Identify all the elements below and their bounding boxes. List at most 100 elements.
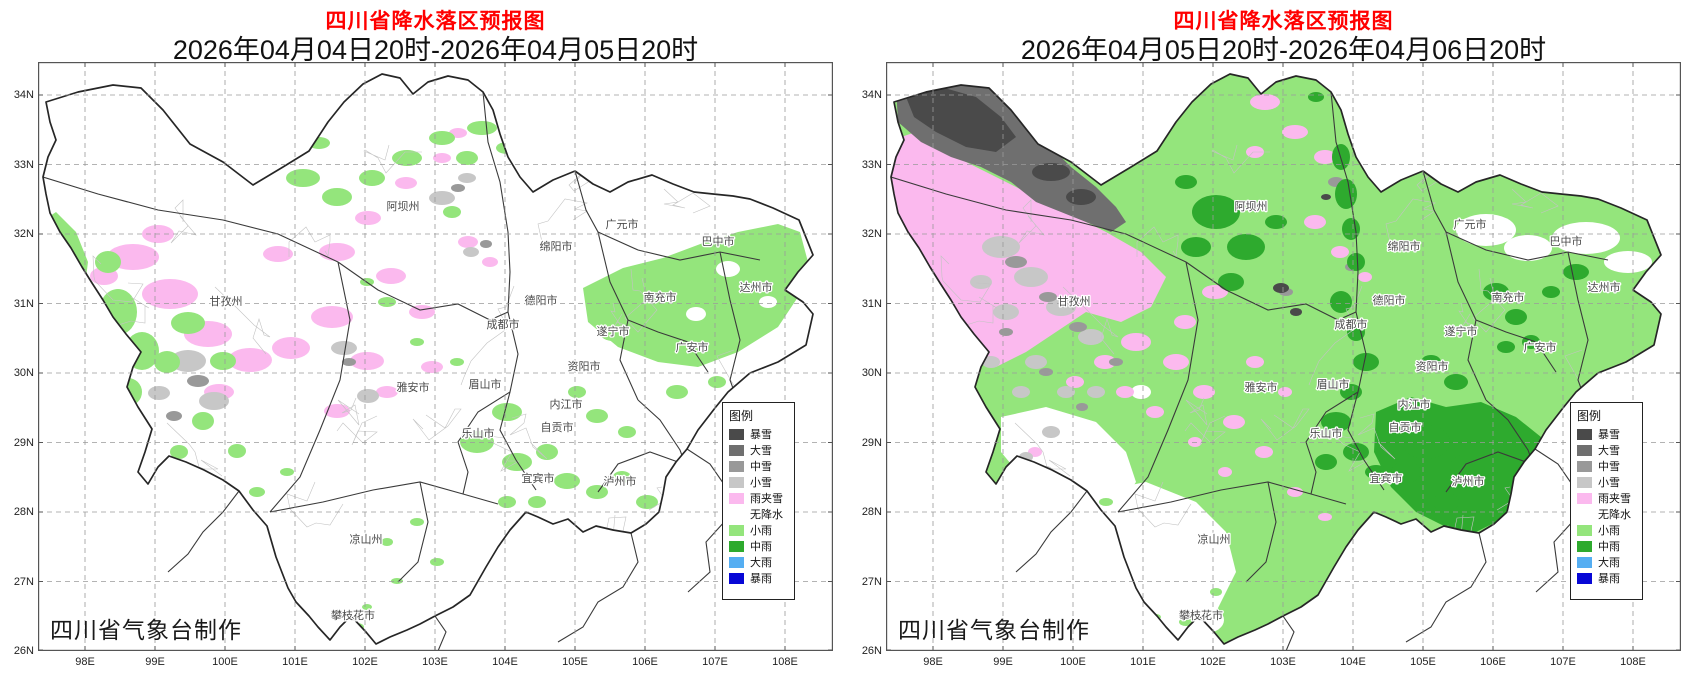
legend-label: 中雨 — [750, 541, 772, 553]
legend-item: 暴雨 — [729, 570, 794, 586]
legend-swatch — [729, 508, 744, 520]
lon-axis-label: 103E — [422, 656, 448, 668]
lon-axis-label: 101E — [282, 656, 308, 668]
lon-axis-label: 106E — [1480, 656, 1506, 668]
graticule — [886, 62, 1681, 651]
legend-items: 暴雪大雪中雪 小雪 雨夹雪无降水小雨中雨 大雨暴雨 — [729, 426, 794, 586]
lat-axis-label: 27N — [13, 575, 34, 588]
lat-axis-label: 29N — [13, 436, 34, 449]
legend-swatch — [1577, 540, 1592, 552]
legend-label: 中雪 — [750, 461, 772, 473]
city-label: 阿坝州 — [387, 199, 420, 213]
legend-label: 暴雨 — [750, 573, 772, 585]
lon-axis-label: 104E — [492, 656, 518, 668]
legend-box: 图例 暴雪大雪中雪小雪雨夹雪 无降水 小雨中雨大雨暴雨 — [1570, 402, 1643, 600]
lat-axis-label: 26N — [861, 645, 882, 657]
legend-title: 图例 — [1577, 409, 1602, 423]
lat-axis-label: 33N — [861, 158, 882, 171]
legend-swatch — [1577, 492, 1592, 504]
legend-label: 暴雪 — [750, 429, 772, 441]
legend-label: 中雨 — [1598, 541, 1620, 553]
legend-swatch — [729, 460, 744, 472]
legend-swatch — [1577, 460, 1592, 472]
city-label: 甘孜州 — [210, 294, 243, 308]
legend-label: 暴雪 — [1598, 429, 1620, 441]
lon-axis-label: 105E — [1410, 656, 1436, 668]
legend-item: 小雪 — [1577, 474, 1642, 490]
city-label: 南充市 — [644, 290, 677, 304]
legend-swatch — [729, 572, 744, 584]
legend-label: 雨夹雪 — [1598, 493, 1631, 505]
legend-label: 小雨 — [750, 525, 772, 537]
map-subtitle: 2026年04月04日20时-2026年04月05日20时 — [172, 35, 699, 65]
lat-axis-label: 32N — [861, 228, 882, 240]
lon-axis-label: 108E — [772, 656, 798, 668]
lon-axis-label: 103E — [1270, 656, 1296, 668]
city-label: 雅安市 — [397, 380, 430, 394]
legend-item: 大雨 — [729, 554, 794, 570]
city-label: 眉山市 — [1317, 377, 1350, 391]
city-label: 乐山市 — [1310, 426, 1343, 440]
county-boundaries — [940, 123, 1661, 551]
map-canvas: 阿坝州 广元市 巴中市 绵阳市 甘孜州 达州市 南充市 德阳市 成都市 遂宁市 广安市 资阳市 雅安市 眉… — [38, 62, 833, 651]
city-label: 乐山市 — [462, 426, 495, 440]
legend-item: 雨夹雪 — [1577, 490, 1642, 506]
city-label: 广安市 — [1524, 340, 1557, 354]
legend-item: 大雪 — [1577, 442, 1642, 458]
attribution-text: 四川省气象台制作 — [898, 617, 1090, 643]
legend-item: 中雪 — [1577, 458, 1642, 474]
lon-axis-label: 100E — [1060, 656, 1086, 668]
legend-label: 大雪 — [750, 445, 772, 457]
legend-items: 暴雪大雪中雪小雪雨夹雪 无降水 小雨中雨大雨暴雨 — [1577, 426, 1642, 586]
legend-item: 中雪 — [729, 458, 794, 474]
legend-item: 无降水 — [1577, 506, 1642, 522]
legend-label: 暴雨 — [1598, 573, 1620, 585]
city-label: 资阳市 — [1416, 359, 1449, 373]
legend-swatch — [729, 492, 744, 504]
legend-item: 暴雪 — [1577, 426, 1642, 442]
legend-swatch — [1577, 556, 1592, 568]
legend-item: 小雪 — [729, 474, 794, 490]
legend-item: 中雨 — [1577, 538, 1642, 554]
map-subtitle: 2026年04月05日20时-2026年04月06日20时 — [1020, 35, 1547, 65]
province-fill — [43, 74, 813, 644]
legend-label: 小雪 — [1598, 477, 1620, 489]
lat-axis-label: 32N — [13, 228, 34, 240]
city-label: 德阳市 — [1373, 293, 1406, 307]
lon-axis-label: 100E — [212, 656, 238, 668]
prefecture-boundaries — [43, 91, 761, 583]
city-label: 眉山市 — [469, 377, 502, 391]
legend-item: 小雨 — [1577, 522, 1642, 538]
city-label: 泸州市 — [1452, 474, 1485, 488]
legend-label: 无降水 — [750, 509, 783, 521]
legend-item: 中雨 — [729, 538, 794, 554]
city-label: 达州市 — [740, 280, 773, 294]
city-label: 阿坝州 — [1235, 199, 1268, 213]
legend-item: 暴雪 — [729, 426, 794, 442]
lon-axis-label: 105E — [562, 656, 588, 668]
lat-axis-label: 33N — [13, 158, 34, 171]
legend-item: 暴雨 — [1577, 570, 1642, 586]
lon-axis-label: 99E — [993, 656, 1013, 668]
city-label: 雅安市 — [1245, 380, 1278, 394]
lon-axis-label: 99E — [145, 656, 165, 668]
legend-label: 大雪 — [1598, 445, 1620, 457]
city-label: 绵阳市 — [540, 239, 573, 253]
lon-axis-label: 101E — [1130, 656, 1156, 668]
legend-item: 小雨 — [729, 522, 794, 538]
lon-axis-label: 107E — [702, 656, 728, 668]
legend-label: 中雪 — [1598, 461, 1620, 473]
legend-swatch — [1577, 524, 1592, 536]
city-label: 遂宁市 — [597, 324, 630, 338]
legend-item: 雨夹雪 — [729, 490, 794, 506]
legend-item: 大雪 — [729, 442, 794, 458]
city-label: 巴中市 — [1550, 234, 1583, 248]
legend-label: 大雨 — [1598, 557, 1620, 569]
lat-axis-label: 34N — [861, 89, 882, 101]
legend-swatch — [1577, 476, 1592, 488]
map-title: 四川省降水落区预报图 — [325, 10, 546, 33]
city-label: 成都市 — [1335, 317, 1368, 331]
city-label: 广安市 — [676, 340, 709, 354]
city-label: 德阳市 — [525, 293, 558, 307]
